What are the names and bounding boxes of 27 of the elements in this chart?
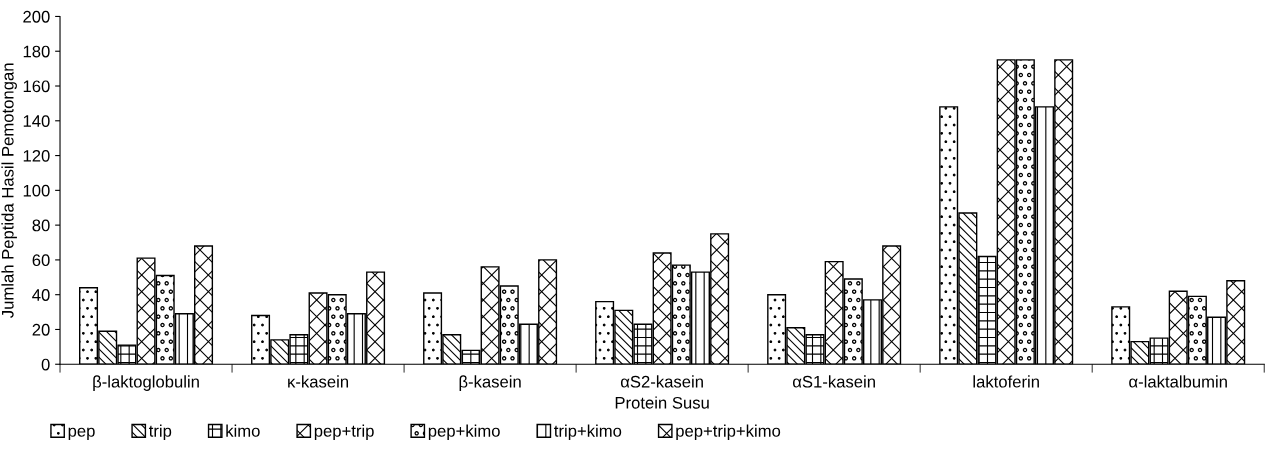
- y-tick-label: 60: [32, 254, 50, 267]
- y-tick-label: 0: [41, 358, 50, 371]
- legend-label: kimo: [226, 424, 260, 437]
- y-tick-label: 100: [23, 184, 50, 197]
- x-tick-label: β-laktoglobulin: [93, 375, 199, 391]
- x-tick-label: κ-kasein: [288, 375, 349, 388]
- y-tick-label: 200: [23, 10, 50, 23]
- legend-label: pep+trip+kimo: [676, 424, 781, 441]
- x-tick-label: αS1-kasein: [792, 375, 875, 388]
- y-tick-label: 140: [23, 115, 50, 127]
- y-tick-label: 40: [32, 289, 50, 301]
- legend-label: pep+trip: [314, 424, 374, 441]
- x-tick-label: laktoferin: [973, 375, 1039, 388]
- x-tick-label: β-kasein: [459, 375, 521, 391]
- legend-label: trip: [148, 424, 172, 441]
- y-tick-label: 80: [32, 219, 50, 232]
- x-axis-title: Protein Susu: [615, 396, 709, 409]
- legend-label: trip+kimo: [554, 424, 622, 441]
- y-tick-label: 120: [23, 149, 50, 162]
- legend-label: pep+kimo: [428, 424, 500, 441]
- y-tick-label: 160: [23, 80, 50, 93]
- x-tick-label: αS2-kasein: [620, 375, 703, 388]
- y-tick-label: 20: [32, 323, 50, 336]
- y-axis-title: Jumlah Peptida Hasil Pemotongan: [1, 63, 17, 318]
- y-tick-label: 180: [23, 45, 50, 58]
- legend-label: pep: [68, 427, 95, 441]
- x-tick-label: α-laktalbumin: [1129, 375, 1227, 388]
